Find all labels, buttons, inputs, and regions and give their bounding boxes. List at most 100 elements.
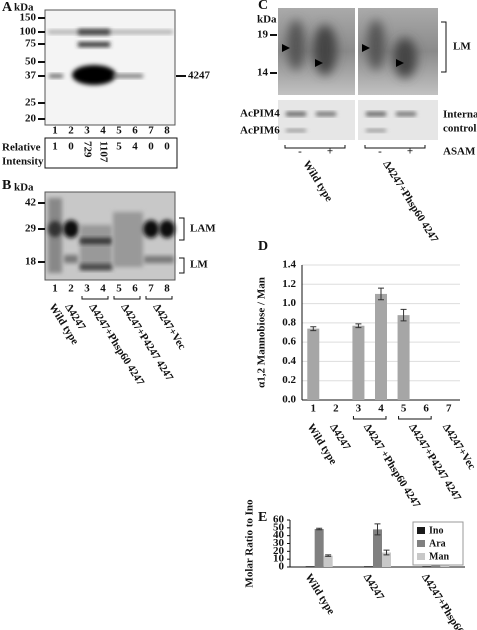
error-bar bbox=[325, 554, 332, 557]
error-bar bbox=[383, 549, 390, 556]
x-tick-label: 2 bbox=[333, 403, 339, 415]
marker-label: 19 bbox=[257, 29, 269, 41]
unit: kDa bbox=[14, 182, 34, 194]
brackets-b bbox=[179, 217, 185, 274]
lane-number: 4 bbox=[100, 283, 106, 295]
bar bbox=[375, 293, 387, 400]
table-label: Relative bbox=[2, 142, 41, 154]
legend-swatch bbox=[417, 540, 425, 547]
marker-label: 150 bbox=[20, 12, 37, 24]
marker-label: 14 bbox=[257, 67, 269, 79]
lm-label: LM bbox=[190, 259, 208, 271]
lane-number: 2 bbox=[68, 125, 74, 137]
band-label: 4247 bbox=[188, 70, 211, 82]
strain-label: Wild type bbox=[300, 159, 335, 204]
panel-letter: C bbox=[258, 0, 268, 13]
bar bbox=[352, 325, 365, 400]
lane-number: 1 bbox=[52, 283, 58, 295]
legend-label: Ino bbox=[429, 525, 443, 536]
y-tick-label: 0.2 bbox=[282, 374, 296, 386]
x-tick-label: 3 bbox=[356, 403, 362, 415]
y-tick-label: 40 bbox=[273, 529, 285, 541]
lane-number: 8 bbox=[164, 283, 170, 295]
control-label: Internal bbox=[443, 109, 477, 121]
error-bar bbox=[374, 523, 381, 536]
x-tick-label: 5 bbox=[401, 403, 407, 415]
group-bracket bbox=[352, 416, 387, 420]
group-bracket bbox=[145, 296, 173, 300]
lane-number: 7 bbox=[148, 283, 154, 295]
marker-label: 75 bbox=[25, 38, 37, 50]
error-bar bbox=[355, 323, 362, 329]
group-bracket bbox=[398, 416, 432, 420]
panel-letter: B bbox=[2, 178, 11, 193]
error-bar bbox=[310, 326, 317, 332]
error-bar bbox=[378, 287, 384, 301]
marker-label: 37 bbox=[25, 70, 37, 82]
asam-sign: - bbox=[298, 146, 302, 158]
asam-sign: - bbox=[378, 146, 382, 158]
gel-b bbox=[44, 191, 176, 281]
lane-number: 5 bbox=[116, 125, 122, 137]
intensity-value: 0 bbox=[164, 141, 170, 153]
y-tick-label: 0.8 bbox=[282, 316, 296, 328]
x-tick-label: Wild type bbox=[302, 572, 337, 617]
lane-number: 3 bbox=[84, 283, 90, 295]
marker-label: 18 bbox=[25, 256, 37, 268]
legend-swatch bbox=[417, 553, 425, 560]
table-label: Intensity bbox=[2, 156, 44, 168]
y-tick-label: 0.0 bbox=[282, 394, 296, 406]
group-bracket bbox=[113, 296, 141, 300]
lm-label: LM bbox=[453, 41, 471, 53]
asam-label: ASAM bbox=[443, 146, 476, 158]
lane-number: 1 bbox=[52, 125, 58, 137]
intensity-value: 1 bbox=[52, 141, 58, 153]
error-bar bbox=[400, 308, 407, 322]
panel-letter: D bbox=[258, 239, 268, 254]
lane-number: 3 bbox=[84, 125, 90, 137]
strain-label: Δ4247+Phsp60 4247 bbox=[380, 159, 440, 246]
legend-label: Ara bbox=[429, 538, 446, 549]
control-label: control bbox=[443, 123, 476, 135]
marker-label: 50 bbox=[25, 56, 37, 68]
asam-sign: + bbox=[327, 146, 333, 158]
bar bbox=[314, 529, 324, 567]
y-tick-label: 1.2 bbox=[282, 278, 296, 290]
bar bbox=[323, 555, 333, 567]
bar bbox=[373, 529, 382, 567]
unit: kDa bbox=[257, 14, 277, 26]
marker-label: 100 bbox=[20, 26, 37, 38]
y-tick-label: 20 bbox=[273, 545, 285, 557]
group-bracket bbox=[81, 296, 109, 300]
lane-number: 2 bbox=[68, 283, 74, 295]
lam-label: LAM bbox=[190, 223, 216, 235]
panel-letter: E bbox=[258, 510, 267, 525]
intensity-value: 1107 bbox=[97, 141, 109, 163]
x-tick-label: 4 bbox=[378, 403, 384, 415]
lane-number: 5 bbox=[116, 283, 122, 295]
bar bbox=[305, 566, 315, 567]
lane-number: 4 bbox=[100, 125, 106, 137]
intensity-value: 4 bbox=[132, 141, 138, 153]
y-axis-label: Molar Ratio to Ino bbox=[244, 499, 256, 588]
unit: kDa bbox=[14, 2, 34, 14]
intensity-value: 5 bbox=[116, 141, 122, 153]
marker-label: 25 bbox=[25, 97, 37, 109]
gel-c bbox=[278, 8, 447, 149]
lane-number: 7 bbox=[148, 125, 154, 137]
bar bbox=[307, 328, 320, 400]
gel-a bbox=[44, 9, 176, 126]
x-tick-label: 6 bbox=[423, 403, 429, 415]
pim-label: AcPIM4 bbox=[240, 108, 280, 120]
intensity-value: 729 bbox=[81, 141, 93, 158]
lane-number: 6 bbox=[132, 125, 138, 137]
y-tick-label: 30 bbox=[273, 537, 285, 549]
pim-label: AcPIM6 bbox=[240, 125, 280, 137]
strain-label: Δ4247+Vec bbox=[440, 422, 477, 472]
x-tick-label: Δ4247+Phsp60 4247 bbox=[419, 572, 477, 630]
bar bbox=[382, 552, 391, 567]
marker-label: 29 bbox=[25, 223, 37, 235]
x-tick-label: Δ4247 bbox=[361, 572, 387, 603]
y-tick-label: 1.4 bbox=[282, 259, 296, 271]
